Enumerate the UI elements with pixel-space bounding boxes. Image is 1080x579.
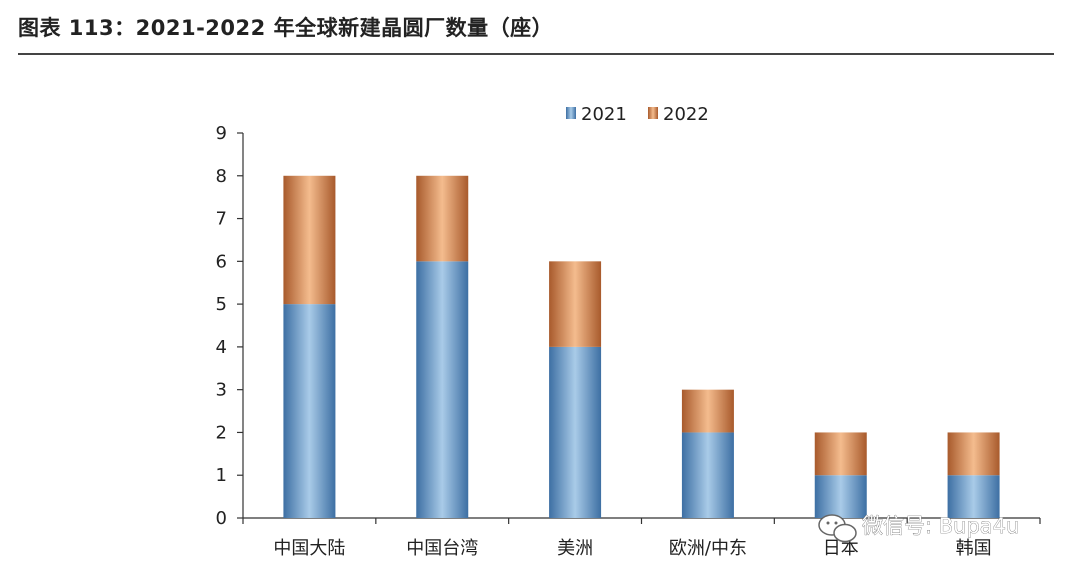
x-category-label: 欧洲/中东 xyxy=(669,538,747,559)
title-rule xyxy=(18,53,1054,55)
bar-2022 xyxy=(416,175,469,262)
legend-swatch-2021 xyxy=(566,107,576,119)
bar-2021 xyxy=(283,304,336,518)
watermark-text: 微信号: Bupa4u xyxy=(862,514,1019,538)
wechat-icon xyxy=(818,514,857,543)
bar-2022 xyxy=(549,261,602,347)
y-tick-label: 9 xyxy=(216,123,227,144)
y-tick-label: 3 xyxy=(216,380,227,401)
x-category-label: 日本 xyxy=(823,538,859,559)
y-tick-label: 5 xyxy=(216,294,227,315)
bar-2022 xyxy=(814,432,867,476)
x-category-label: 美洲 xyxy=(557,538,593,559)
legend-label-2021: 2021 xyxy=(581,104,627,125)
x-category-label: 韩国 xyxy=(956,538,992,559)
x-category-label: 中国大陆 xyxy=(273,538,345,559)
bar-2022 xyxy=(947,432,1000,476)
bar-2022 xyxy=(681,389,734,433)
y-tick-label: 4 xyxy=(216,337,227,358)
bar-2021 xyxy=(814,475,867,518)
bar-2021 xyxy=(681,432,734,518)
bar-2021 xyxy=(549,346,602,518)
x-category-label: 中国台湾 xyxy=(406,538,478,559)
y-tick-label: 8 xyxy=(216,166,227,187)
y-tick-label: 0 xyxy=(216,508,227,529)
bar-2021 xyxy=(947,475,1000,518)
bar-2022 xyxy=(283,175,336,305)
y-tick-label: 6 xyxy=(216,251,227,272)
chart-title: 图表 113：2021-2022 年全球新建晶圆厂数量（座） xyxy=(18,16,554,40)
bar-2021 xyxy=(416,261,469,518)
legend-swatch-2022 xyxy=(648,107,658,119)
y-tick-label: 1 xyxy=(216,465,227,486)
y-tick-label: 7 xyxy=(216,209,227,230)
y-tick-label: 2 xyxy=(216,422,227,443)
legend-label-2022: 2022 xyxy=(663,104,709,125)
